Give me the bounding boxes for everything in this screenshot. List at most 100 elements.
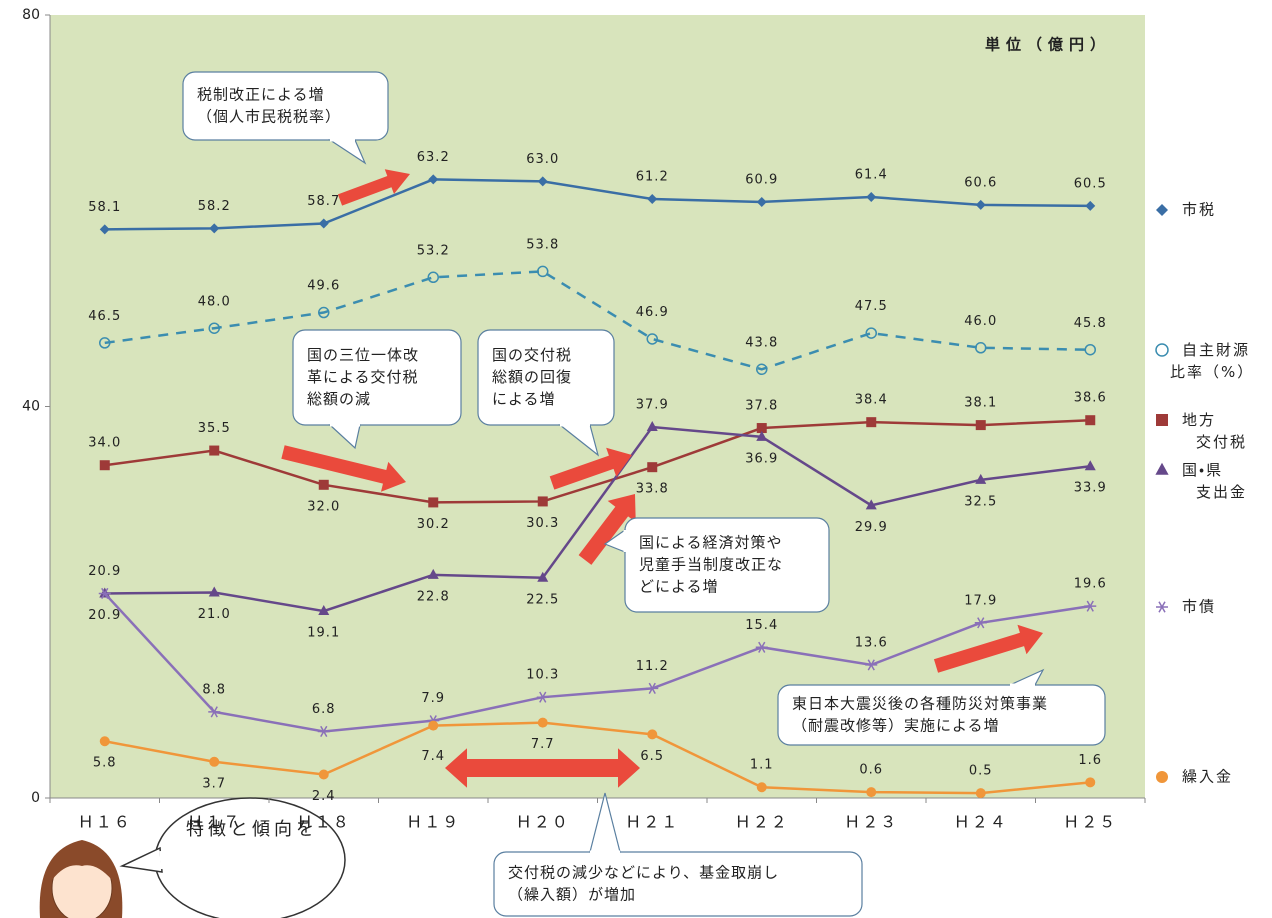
- marker: [209, 446, 219, 456]
- callout-text: 革による交付税: [307, 368, 419, 386]
- data-label: 61.2: [636, 170, 669, 185]
- marker: [1156, 204, 1168, 216]
- data-label: 3.7: [202, 776, 226, 791]
- x-tick-label: Ｈ１８: [297, 813, 351, 832]
- data-label: 48.0: [198, 294, 231, 309]
- marker: [866, 787, 876, 797]
- callout-text: 東日本大震災後の各種防災対策事業: [792, 695, 1048, 713]
- x-tick-label: Ｈ２５: [1063, 813, 1117, 832]
- data-label: 36.9: [745, 451, 778, 466]
- legend-label: 地方交付税: [1182, 411, 1247, 451]
- y-tick-label: 0: [31, 790, 40, 806]
- callout-text: 国による経済対策や: [639, 534, 783, 552]
- data-label: 20.9: [88, 564, 121, 579]
- data-label: 11.2: [636, 659, 669, 674]
- data-label: 8.8: [202, 682, 226, 697]
- data-label: 58.7: [307, 194, 340, 209]
- data-label: 22.5: [526, 592, 559, 607]
- marker: [1085, 777, 1095, 787]
- x-tick-label: Ｈ２３: [844, 813, 898, 832]
- data-label: 2.4: [312, 789, 336, 804]
- data-label: 1.6: [1078, 753, 1102, 768]
- x-tick-label: Ｈ１９: [406, 813, 460, 832]
- callout-text: （個人市民税税率）: [197, 108, 341, 126]
- marker: [538, 718, 548, 728]
- data-label: 32.0: [307, 499, 340, 514]
- data-label: 38.1: [964, 396, 997, 411]
- data-label: 33.9: [1074, 481, 1107, 496]
- data-label: 49.6: [307, 279, 340, 294]
- legend-label: 市税: [1182, 201, 1216, 219]
- data-label: 22.8: [417, 589, 450, 604]
- marker: [976, 420, 986, 430]
- legend-label: 市債: [1182, 598, 1216, 616]
- data-label: 7.4: [421, 749, 445, 764]
- data-label: 60.9: [745, 172, 778, 187]
- marker: [1156, 602, 1168, 612]
- x-tick-label: Ｈ１６: [78, 813, 132, 832]
- x-tick-label: Ｈ２１: [625, 813, 679, 832]
- y-tick-label: 80: [22, 7, 40, 23]
- data-label: 19.1: [307, 626, 340, 641]
- marker: [1156, 344, 1168, 356]
- bubble-tail-join: [161, 851, 162, 869]
- marker: [209, 757, 219, 767]
- data-label: 0.5: [969, 764, 993, 779]
- x-tick-label: Ｈ１７: [187, 813, 241, 832]
- data-label: 38.6: [1074, 391, 1107, 406]
- data-label: 5.8: [93, 756, 117, 771]
- data-label: 1.1: [750, 758, 774, 773]
- data-label: 38.4: [855, 393, 888, 408]
- data-label: 19.6: [1074, 577, 1107, 592]
- callout-text: 税制改正による増: [197, 86, 325, 104]
- callout-text: 児童手当制度改正な: [639, 556, 783, 574]
- data-label: 43.8: [745, 335, 778, 350]
- callout-text: どによる増: [639, 578, 719, 596]
- data-label: 0.6: [859, 763, 883, 778]
- data-label: 63.0: [526, 152, 559, 167]
- data-label: 6.8: [312, 702, 336, 717]
- data-label: 7.7: [531, 737, 555, 752]
- data-label: 60.6: [964, 175, 997, 190]
- bubble-tail: [122, 848, 162, 872]
- legend-label: 国・県支出金: [1182, 461, 1247, 501]
- data-label: 47.5: [855, 299, 888, 314]
- marker: [100, 736, 110, 746]
- chart: 単位（億円） 特徴と傾向を 04080Ｈ１６Ｈ１７Ｈ１８Ｈ１９Ｈ２０Ｈ２１Ｈ２２…: [0, 0, 1272, 918]
- legend-label: 繰入金: [1182, 768, 1233, 786]
- marker: [428, 497, 438, 507]
- marker: [319, 480, 329, 490]
- data-label: 37.9: [636, 398, 669, 413]
- legend-label: 自主財源比率（%）: [1170, 341, 1254, 381]
- callout-text: による増: [492, 390, 556, 408]
- data-label: 29.9: [855, 520, 888, 535]
- marker: [866, 417, 876, 427]
- marker: [1156, 771, 1168, 783]
- data-label: 20.9: [88, 608, 121, 623]
- data-label: 21.0: [198, 607, 231, 622]
- data-label: 34.0: [88, 436, 121, 451]
- marker: [647, 462, 657, 472]
- data-label: 53.8: [526, 238, 559, 253]
- marker: [538, 496, 548, 506]
- callout-text: 交付税の減少などにより、基金取崩し: [508, 864, 779, 882]
- marker: [647, 729, 657, 739]
- callout-tail: [590, 793, 620, 852]
- marker: [1085, 415, 1095, 425]
- x-tick-label: Ｈ２４: [954, 813, 1008, 832]
- marker: [1155, 463, 1168, 475]
- data-label: 58.1: [88, 200, 121, 215]
- callout-text: 総額の回復: [492, 368, 572, 386]
- marker: [1156, 414, 1168, 426]
- data-label: 13.6: [855, 635, 888, 650]
- callout-text: （耐震改修等）実施による増: [792, 717, 1000, 735]
- data-label: 37.8: [745, 399, 778, 414]
- data-label: 30.3: [526, 516, 559, 531]
- data-label: 10.3: [526, 668, 559, 683]
- callout-box: [183, 72, 388, 140]
- data-label: 46.9: [636, 305, 669, 320]
- data-label: 46.5: [88, 309, 121, 324]
- marker: [976, 788, 986, 798]
- x-tick-label: Ｈ２２: [735, 813, 789, 832]
- callout-text: 国の交付税: [492, 346, 572, 364]
